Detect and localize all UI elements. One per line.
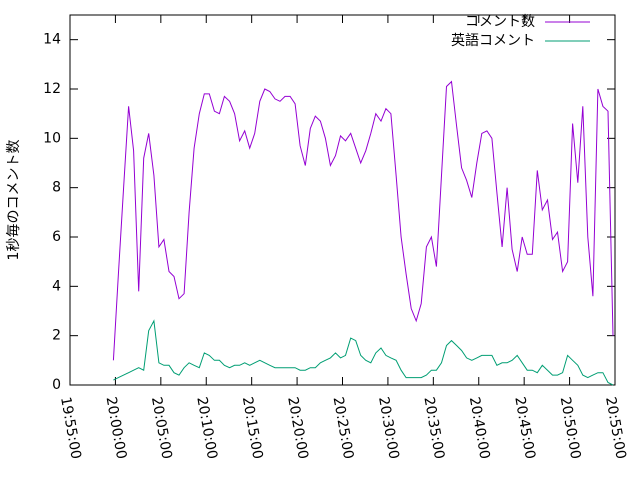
x-tick-label: 20:15:00 bbox=[239, 396, 266, 461]
y-tick-label: 8 bbox=[52, 180, 61, 196]
series-line bbox=[113, 319, 614, 386]
x-tick-label: 20:55:00 bbox=[602, 396, 629, 461]
y-tick-label: 2 bbox=[52, 328, 61, 344]
y-axis-label: 1秒毎のコメント数 bbox=[6, 140, 22, 261]
x-tick-label: 20:05:00 bbox=[148, 396, 175, 461]
x-tick-label: 20:40:00 bbox=[466, 396, 493, 461]
y-tick-label: 4 bbox=[52, 278, 61, 294]
x-tick-label: 20:25:00 bbox=[330, 396, 357, 461]
y-tick-label: 6 bbox=[52, 229, 61, 245]
legend-label: コメント数 bbox=[465, 14, 535, 30]
x-tick-label: 20:20:00 bbox=[284, 396, 311, 461]
y-tick-label: 12 bbox=[43, 81, 61, 97]
y-tick-label: 14 bbox=[43, 32, 61, 48]
y-tick-label: 10 bbox=[43, 130, 61, 146]
x-tick-label: 20:35:00 bbox=[420, 396, 447, 461]
legend-label: 英語コメント bbox=[451, 32, 535, 49]
x-tick-label: 20:45:00 bbox=[511, 396, 538, 461]
x-tick-label: 20:00:00 bbox=[103, 396, 130, 461]
x-tick-label: 19:55:00 bbox=[57, 396, 84, 461]
plot-border bbox=[69, 14, 616, 386]
x-tick-label: 20:30:00 bbox=[375, 396, 402, 461]
x-tick-label: 20:10:00 bbox=[193, 396, 220, 461]
y-tick-label: 0 bbox=[52, 377, 61, 393]
x-tick-label: 20:50:00 bbox=[557, 396, 584, 461]
series-line bbox=[112, 80, 614, 361]
